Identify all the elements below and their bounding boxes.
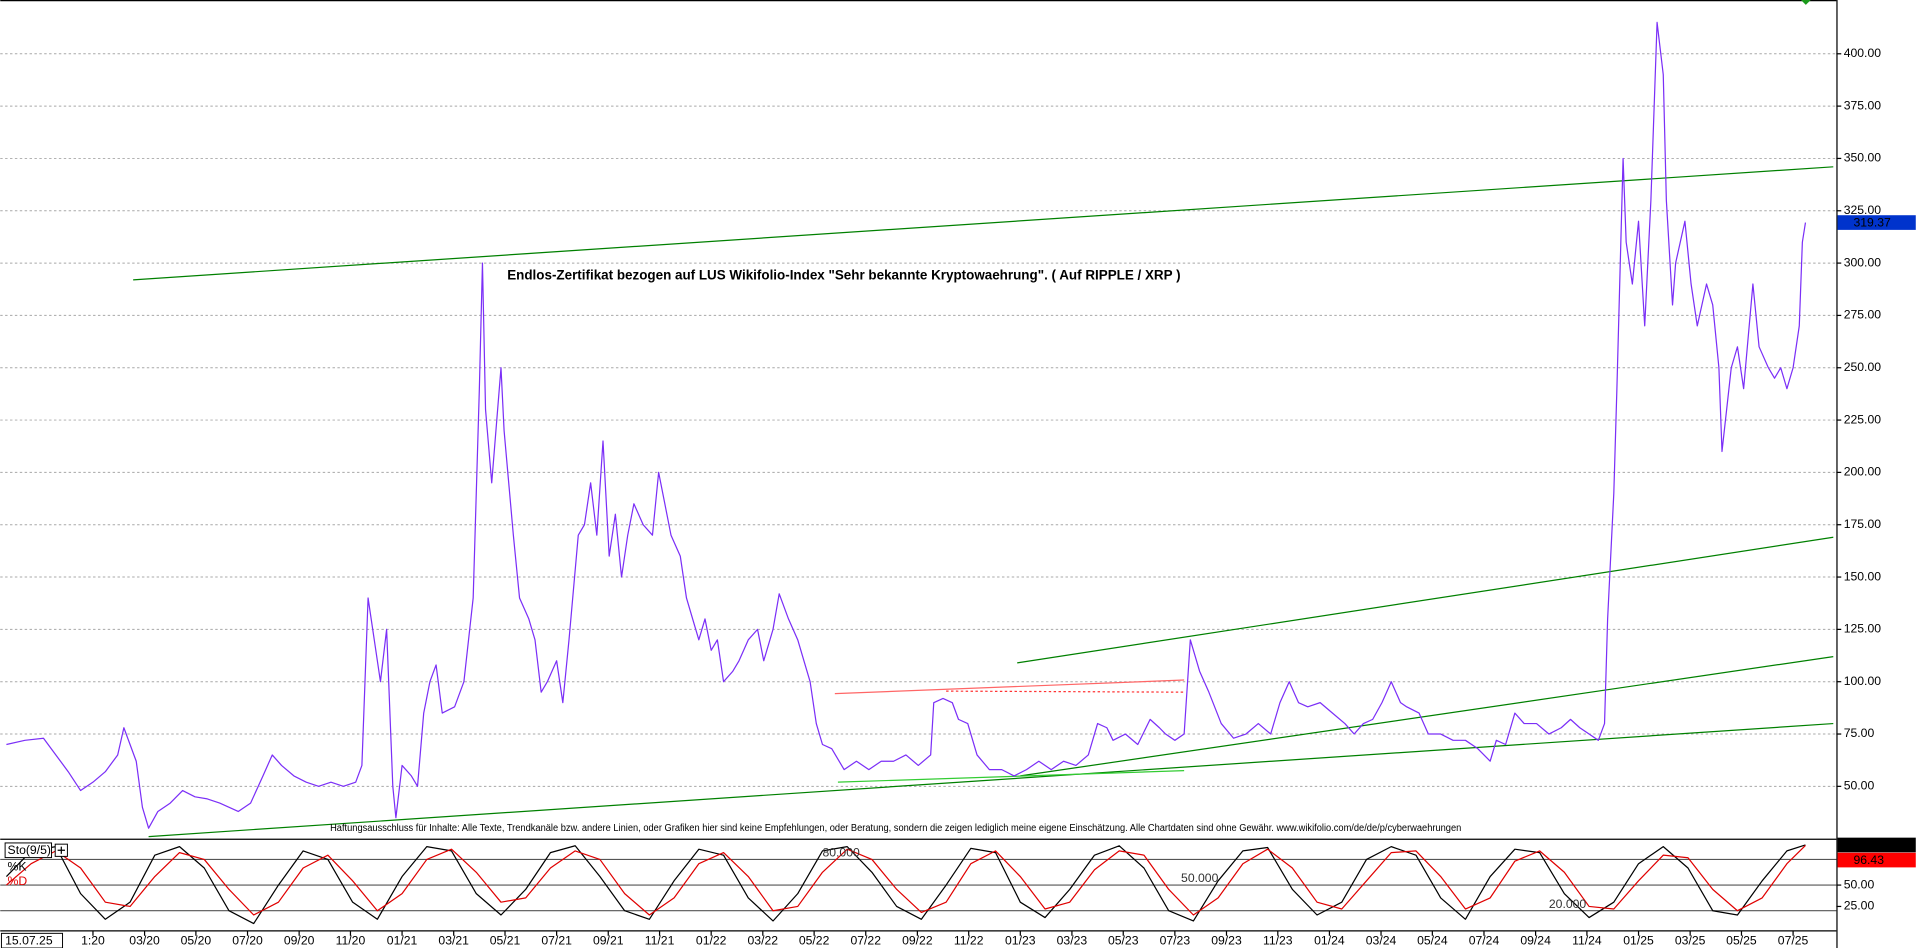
x-tick-label: 01/22 xyxy=(696,933,727,947)
value-tag xyxy=(1837,852,1916,868)
cursor-date-box xyxy=(0,932,64,948)
y-tick-label: 125.00 xyxy=(1844,622,1882,636)
x-tick-label: 03/21 xyxy=(438,933,469,947)
trendline xyxy=(837,770,1185,783)
value-tag-label: 96.92 xyxy=(1853,838,1884,852)
chart-title: Endlos-Zertifikat bezogen auf LUS Wikifo… xyxy=(507,268,1180,283)
x-tick-label: 1:20 xyxy=(81,933,105,947)
disclaimer: Haftungsausschluss für Inhalte: Alle Tex… xyxy=(330,823,1461,834)
trendline xyxy=(133,166,1834,281)
label-layer: 1:20 03/20 05/20 07/20 09/20 11/20 01/21 03/21 0… xyxy=(81,46,1916,947)
x-tick-label: 07/21 xyxy=(541,933,572,947)
cursor-date: 15.07.25 xyxy=(5,933,53,947)
x-tick-label: 03/23 xyxy=(1057,933,1088,947)
trendline xyxy=(946,690,1185,693)
x-tick-label: 09/24 xyxy=(1520,933,1551,947)
x-tick-label: 01/23 xyxy=(1005,933,1036,947)
x-tick-label: 01/25 xyxy=(1623,933,1654,947)
legend-label: %D xyxy=(8,874,28,888)
x-tick-label: 05/24 xyxy=(1417,933,1448,947)
y-tick-label: 275.00 xyxy=(1844,308,1882,322)
x-tick-label: 07/20 xyxy=(232,933,263,947)
x-tick-label: 11/22 xyxy=(954,933,984,947)
x-tick-label: 09/20 xyxy=(284,933,315,947)
y-tick-label: 375.00 xyxy=(1844,98,1882,112)
trendline xyxy=(1020,655,1834,777)
y-tick-label: 200.00 xyxy=(1844,465,1882,479)
trendline xyxy=(148,722,1834,838)
y-tick-label: 400.00 xyxy=(1844,46,1882,60)
y-tick-label: 75.00 xyxy=(1844,726,1875,740)
value-tag-label: 96.43 xyxy=(1853,853,1884,867)
series-line xyxy=(5,844,1806,925)
x-tick-label: 09/21 xyxy=(593,933,624,947)
x-tick-label: 05/23 xyxy=(1108,933,1139,947)
x-tick-label: 01/21 xyxy=(387,933,418,947)
x-tick-label: 07/24 xyxy=(1469,933,1500,947)
x-tick-label: 11/23 xyxy=(1263,933,1293,947)
indicator-title: Sto(9/5) xyxy=(8,843,51,857)
x-tick-label: 03/22 xyxy=(748,933,779,947)
y-tick-label: 50.00 xyxy=(1844,779,1875,793)
trendline xyxy=(834,679,1185,695)
add-icon xyxy=(57,846,65,854)
value-tag xyxy=(1837,837,1916,853)
x-tick-label: 07/22 xyxy=(850,933,881,947)
x-tick-label: 09/23 xyxy=(1211,933,1242,947)
level-label: 50.000 xyxy=(1181,871,1219,885)
x-tick-label: 07/25 xyxy=(1778,933,1809,947)
y-tick-label: 325.00 xyxy=(1844,203,1882,217)
x-tick-label: 07/23 xyxy=(1160,933,1191,947)
trendline xyxy=(1017,536,1834,664)
series-line xyxy=(6,844,1806,916)
mark-layer xyxy=(5,21,1834,925)
x-tick-label: 05/21 xyxy=(490,933,521,947)
price-tag xyxy=(1837,215,1916,230)
y-tick-label: 350.00 xyxy=(1844,151,1882,165)
y-tick-label: 175.00 xyxy=(1844,517,1882,531)
y-tick-label: 225.00 xyxy=(1844,412,1882,426)
x-tick-label: 11/24 xyxy=(1572,933,1602,947)
x-tick-label: 03/20 xyxy=(129,933,160,947)
price-tag-label: 319.37 xyxy=(1853,215,1891,229)
y-tick-label: 150.00 xyxy=(1844,569,1882,583)
y-tick-label: 50.00 xyxy=(1844,877,1875,891)
x-tick-label: 03/24 xyxy=(1366,933,1397,947)
y-tick-label: 250.00 xyxy=(1844,360,1882,374)
level-label: 80.000 xyxy=(822,846,860,860)
x-tick-label: 01/24 xyxy=(1314,933,1345,947)
grid-layer xyxy=(0,53,1842,936)
legend-label: %K xyxy=(8,860,27,874)
x-tick-label: 05/25 xyxy=(1726,933,1757,947)
x-tick-label: 09/22 xyxy=(902,933,933,947)
x-tick-label: 11/20 xyxy=(336,933,366,947)
indicator-box xyxy=(4,842,53,859)
y-tick-label: 100.00 xyxy=(1844,674,1882,688)
series-line xyxy=(6,21,1807,829)
marker-icon xyxy=(1800,0,1811,5)
x-tick-label: 05/22 xyxy=(799,933,830,947)
x-tick-label: 05/20 xyxy=(181,933,212,947)
y-tick-label: 300.00 xyxy=(1844,255,1882,269)
y-tick-label: 25.00 xyxy=(1844,899,1875,913)
level-label: 20.000 xyxy=(1549,897,1587,911)
x-tick-label: 03/25 xyxy=(1675,933,1706,947)
x-tick-label: 11/21 xyxy=(645,933,675,947)
